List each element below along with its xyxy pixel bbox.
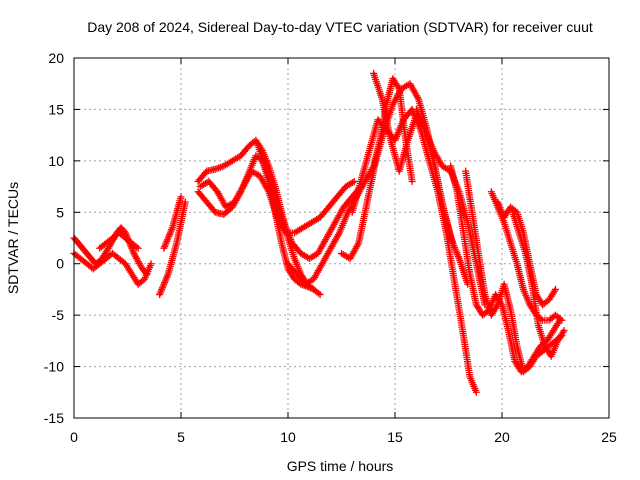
series-s8 — [196, 167, 357, 237]
x-tick-label: 20 — [494, 429, 510, 445]
y-tick-label: 10 — [48, 153, 64, 169]
x-axis-label: GPS time / hours — [287, 458, 394, 474]
data-point-marker — [181, 198, 189, 206]
series-s4 — [156, 200, 189, 299]
x-tick-label: 15 — [387, 429, 403, 445]
data-point-marker — [306, 284, 314, 292]
data-point-marker — [308, 285, 316, 293]
y-tick-label: 20 — [48, 50, 64, 66]
y-tick-label: -5 — [52, 307, 65, 323]
x-tick-label: 5 — [177, 429, 185, 445]
y-tick-label: -10 — [44, 359, 64, 375]
y-tick-label: 0 — [56, 256, 64, 272]
data-point-marker — [133, 243, 141, 251]
series-s1 — [70, 224, 150, 277]
series-s6 — [194, 136, 322, 297]
data-point-marker — [314, 289, 322, 297]
series-s3 — [96, 229, 141, 252]
y-tick-label: -15 — [44, 410, 64, 426]
series-s19 — [509, 208, 567, 360]
y-tick-label: 5 — [56, 204, 64, 220]
data-point-marker — [177, 193, 185, 201]
x-tick-label: 10 — [280, 429, 296, 445]
data-point-marker — [552, 285, 559, 293]
data-point-marker — [408, 177, 416, 185]
x-tick-label: 25 — [601, 429, 617, 445]
chart-title: Day 208 of 2024, Sidereal Day-to-day VTE… — [87, 19, 593, 35]
data-point-marker — [147, 260, 155, 268]
ticks: 0 5 10 15 20 25 -15 -10 -5 0 5 10 15 20 — [44, 50, 617, 445]
series-s10 — [284, 75, 416, 288]
y-axis-label: SDTVAR / TECUs — [5, 182, 21, 294]
data-point-marker — [134, 244, 142, 252]
series-s5 — [160, 195, 184, 252]
data-point-marker — [310, 285, 318, 293]
plot-frame — [73, 57, 610, 419]
data-points — [70, 69, 568, 396]
x-tick-label: 0 — [70, 429, 78, 445]
data-point-marker — [472, 388, 480, 396]
data-point-marker — [316, 291, 324, 299]
data-point-marker — [558, 316, 566, 324]
data-point-marker — [556, 315, 564, 323]
y-tick-label: 15 — [48, 101, 64, 117]
series-s12 — [348, 105, 480, 394]
data-point-marker — [560, 327, 568, 335]
series-s2 — [70, 249, 154, 288]
data-point-marker — [350, 177, 358, 185]
